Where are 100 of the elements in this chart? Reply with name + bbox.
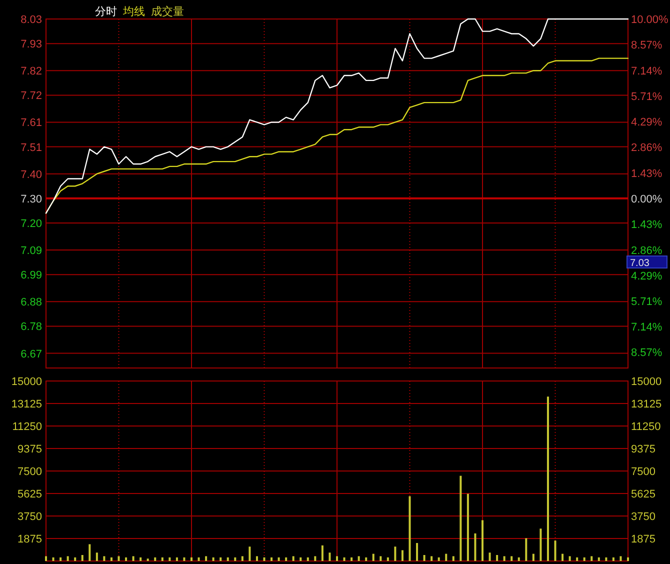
bar: [66, 556, 69, 561]
bar: [423, 555, 426, 561]
bar: [248, 546, 251, 561]
bar: [358, 556, 360, 561]
y-tick-label: 15000: [11, 376, 42, 388]
bar: [466, 494, 469, 561]
bar: [212, 557, 214, 561]
bar: [605, 557, 608, 561]
bar: [190, 557, 192, 561]
bar: [365, 557, 368, 561]
bar: [256, 556, 258, 561]
y2-tick-label: 1.43%: [631, 219, 662, 232]
bar: [125, 557, 128, 561]
bar: [140, 557, 142, 561]
bar: [380, 556, 382, 561]
y2-tick-label: 15000: [631, 376, 662, 388]
y-tick-label: 13125: [11, 398, 42, 410]
y2-tick-label: 11250: [631, 421, 661, 433]
bar: [562, 554, 564, 561]
bar: [103, 556, 106, 561]
y-tick-label: 7.61: [20, 117, 42, 130]
y-tick-label: 7.20: [20, 218, 42, 230]
bar: [590, 556, 593, 561]
bar: [96, 552, 98, 561]
bar: [161, 557, 164, 561]
y2-tick-label: 0.00%: [631, 193, 662, 206]
y-tick-label: 7.93: [20, 38, 42, 51]
bar: [394, 546, 396, 561]
bar: [452, 556, 454, 561]
bar: [321, 545, 324, 561]
y-tick-label: 7.82: [20, 66, 42, 78]
y2-tick-label: 1.43%: [631, 168, 662, 180]
bar: [220, 557, 222, 561]
bar: [386, 557, 389, 561]
bar: [52, 557, 54, 561]
y-tick-label: 6.67: [20, 348, 42, 360]
bar: [278, 557, 280, 561]
bar: [88, 544, 91, 561]
bar: [132, 556, 134, 561]
bar: [328, 552, 331, 561]
bar: [496, 555, 498, 561]
y2-tick-label: 7.14%: [631, 322, 662, 334]
bar: [583, 557, 586, 561]
bar: [612, 557, 614, 561]
bar: [183, 557, 186, 561]
bar: [285, 557, 288, 561]
bar: [198, 557, 200, 561]
bar: [482, 520, 484, 561]
y2-tick-label: 8.57%: [631, 40, 662, 52]
bar: [576, 557, 578, 561]
bar: [292, 556, 294, 561]
bar: [627, 557, 629, 561]
bar: [343, 557, 346, 561]
bar: [408, 496, 411, 561]
y-tick-label: 7.30: [20, 193, 42, 206]
bar: [168, 557, 171, 561]
y-tick-label: 6.88: [20, 296, 42, 309]
bar: [110, 557, 112, 561]
y2-tick-label: 4.29%: [631, 116, 662, 128]
bar: [74, 557, 76, 561]
y2-tick-label: 10.00%: [631, 14, 669, 26]
y2-tick-label: 2.86%: [631, 244, 662, 257]
bar: [503, 556, 506, 561]
y-tick-label: 8.03: [20, 14, 42, 26]
bar: [546, 396, 549, 561]
bar: [445, 554, 448, 561]
bar: [518, 557, 520, 561]
y-tick-label: 9375: [18, 444, 42, 456]
bar: [540, 528, 542, 561]
y2-tick-label: 5.71%: [631, 296, 662, 308]
y-tick-label: 6.99: [20, 270, 42, 282]
y-tick-label: 7500: [18, 466, 42, 478]
bar: [598, 557, 600, 561]
bar: [336, 556, 338, 561]
text: 分时: [95, 5, 117, 18]
crosshair-label: 7.03: [626, 256, 668, 269]
y2-tick-label: 8.57%: [631, 347, 662, 360]
bar: [438, 557, 440, 561]
y-tick-label: 5625: [18, 488, 42, 500]
y2-tick-label: 7.14%: [631, 65, 662, 78]
text: 均线: [122, 5, 145, 18]
bar: [532, 554, 534, 561]
bar: [226, 557, 229, 561]
bar: [488, 552, 491, 561]
bar: [460, 476, 462, 561]
y2-tick-label: 5.71%: [631, 90, 662, 103]
y-tick-label: 7.40: [20, 168, 42, 181]
bar: [314, 556, 316, 561]
bar: [401, 550, 404, 561]
bar: [263, 557, 266, 561]
y-tick-label: 7.72: [20, 90, 42, 102]
bar: [554, 540, 556, 561]
bar: [270, 557, 273, 561]
text: 成交量: [151, 5, 184, 18]
y-tick-label: 7.51: [20, 142, 42, 154]
y2-tick-label: 3750: [631, 511, 656, 523]
y-tick-label: 3750: [18, 511, 42, 523]
y-tick-label: 11250: [12, 421, 42, 433]
bar: [45, 556, 47, 561]
bar: [241, 556, 244, 561]
